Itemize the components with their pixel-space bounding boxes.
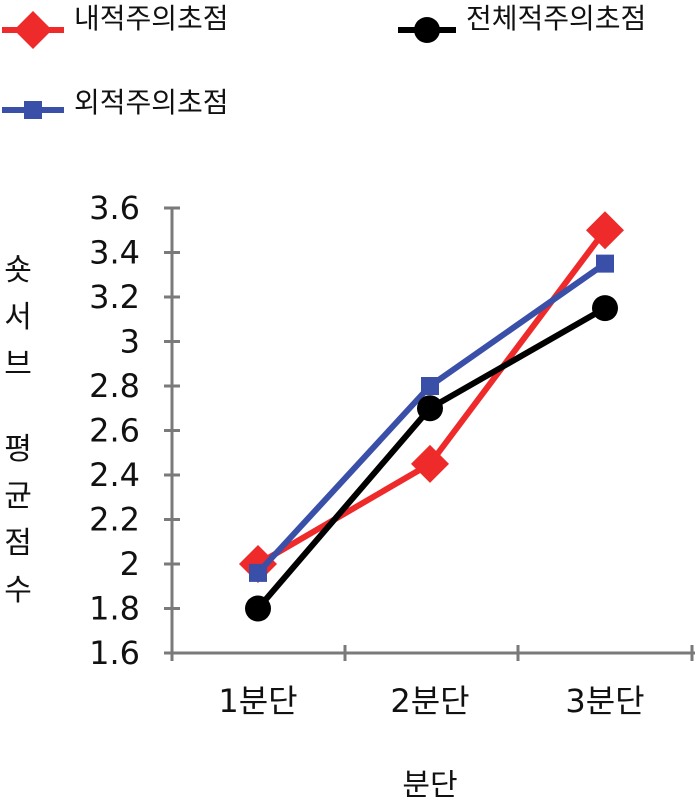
legend-marker [14, 11, 52, 49]
y-tick-label: 3.6 [89, 189, 140, 227]
data-point [249, 563, 267, 582]
data-point [596, 254, 614, 273]
legend-label: 외적주의초점 [74, 86, 229, 119]
x-tick-label: 3분단 [565, 682, 644, 720]
data-point [411, 444, 449, 483]
y-axis-title-char: 점 [4, 526, 32, 561]
y-axis-title-char: 균 [4, 479, 32, 514]
x-tick-label: 1분단 [218, 682, 297, 720]
x-tick-label: 2분단 [390, 682, 469, 720]
legend-marker [24, 101, 42, 119]
legend-label: 내적주의초점 [74, 2, 229, 35]
x-axis-title: 분단 [402, 768, 457, 803]
legend-item: 내적주의초점 [2, 2, 229, 49]
legend-item: 외적주의초점 [2, 86, 229, 119]
y-axis-title-char: 숏 [4, 253, 32, 288]
y-axis-title-char: 평 [4, 432, 32, 467]
y-tick-label: 1.6 [89, 634, 140, 672]
series-layer [239, 211, 624, 622]
y-tick-label: 1.8 [89, 590, 140, 628]
data-point [245, 595, 271, 622]
y-axis-title-char: 브 [4, 347, 32, 382]
legend-label: 전체적주의초점 [466, 2, 646, 35]
series-2 [249, 254, 614, 582]
y-tick-label: 2.8 [89, 367, 140, 405]
y-tick-label: 3.2 [89, 278, 140, 316]
legend-item: 전체적주의초점 [398, 2, 646, 43]
y-axis-title-char: 수 [4, 573, 32, 608]
y-tick-label: 2.6 [89, 412, 140, 450]
data-point [417, 395, 443, 422]
y-tick-label: 2.2 [89, 501, 140, 539]
axes: 1.6 1.8 2 2.2 2.4 2.6 2.8 3 3.2 3.4 3.6 1분단 2분단 3분단 [89, 189, 695, 720]
data-point [592, 295, 618, 322]
data-point [421, 377, 439, 395]
y-axis-title-char: 서 [4, 300, 32, 335]
y-tick-label: 2.4 [89, 456, 140, 494]
series-3 [245, 295, 618, 622]
y-tick-label: 3 [120, 323, 140, 361]
y-tick-label: 3.4 [89, 234, 140, 272]
legend-marker [414, 17, 440, 43]
data-point [586, 211, 624, 250]
y-tick-label: 2 [120, 545, 140, 583]
